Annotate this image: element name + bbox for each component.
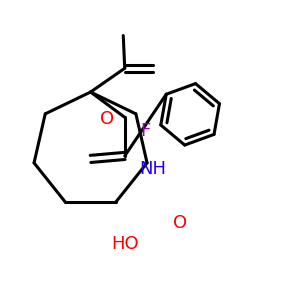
Text: O: O bbox=[173, 214, 187, 232]
Text: F: F bbox=[140, 122, 151, 140]
Text: O: O bbox=[100, 110, 114, 128]
Text: NH: NH bbox=[140, 160, 166, 178]
Text: HO: HO bbox=[111, 235, 139, 253]
